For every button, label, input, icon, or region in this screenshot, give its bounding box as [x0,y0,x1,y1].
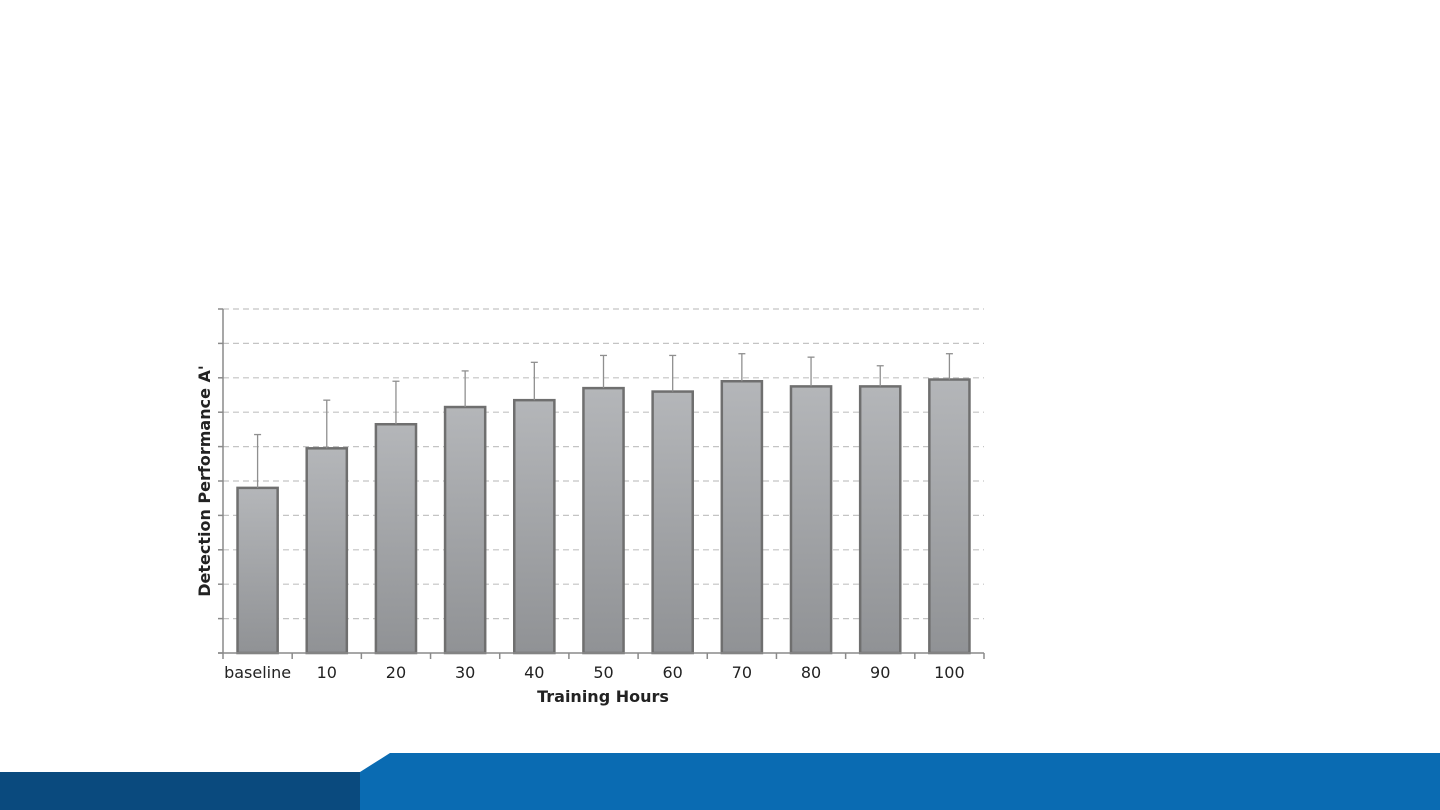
bar [443,405,487,655]
x-tick-label: baseline [224,663,291,682]
x-tick-label: 10 [317,663,337,682]
y-axis-title: Detection Performance A' [195,365,214,597]
x-tick-label: 60 [663,663,683,682]
x-axis-title: Training Hours [537,687,669,706]
bar [236,486,279,655]
x-tick-label: 70 [732,663,752,682]
x-tick-label: 100 [934,663,965,682]
bar [582,386,625,655]
bar [928,378,971,655]
error-bars [254,353,953,488]
x-tick-label: 20 [386,663,406,682]
x-tick-label: 50 [593,663,613,682]
bars [236,378,971,655]
x-tick-label: 30 [455,663,475,682]
x-tick-label: 80 [801,663,821,682]
x-tick-label: 90 [870,663,890,682]
bar [374,422,418,655]
x-tick-label: 40 [524,663,544,682]
bar [305,447,349,655]
tick-labels: baseline 10 20 30 40 50 60 70 80 90 100 [224,663,965,682]
axes [218,308,985,659]
footer-band-light [360,753,1440,810]
bar [513,398,556,655]
